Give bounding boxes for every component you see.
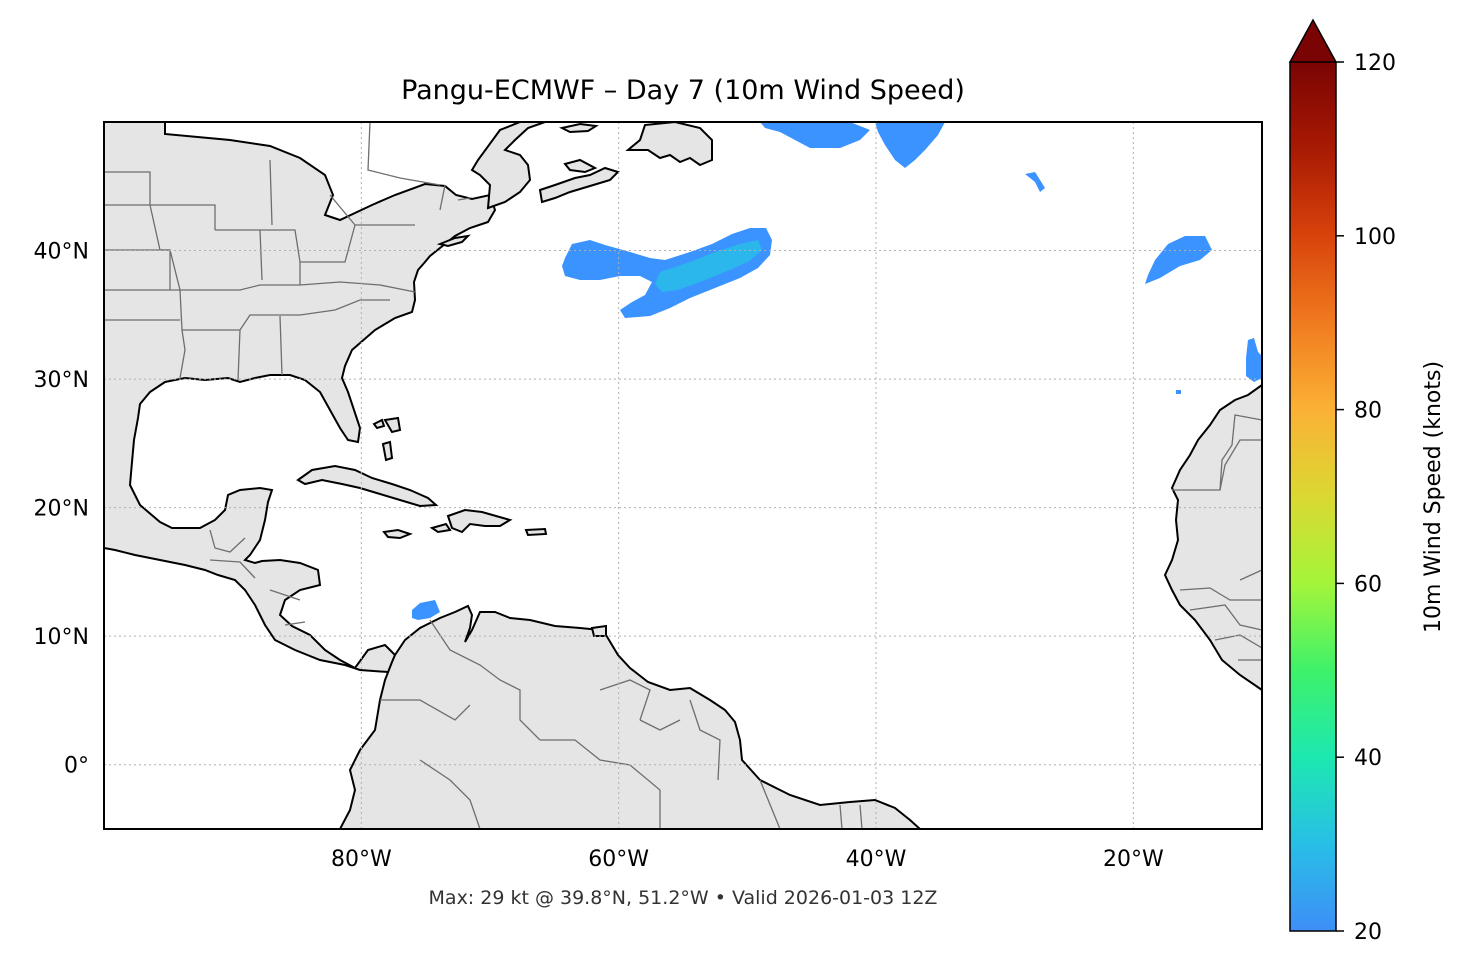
lon-tick-label: 60°W <box>588 847 649 872</box>
colorbar-ticks: 20 40 60 80 100 120 <box>1336 51 1396 945</box>
lat-tick-label: 20°N <box>34 497 89 522</box>
colorbar-extend-arrow <box>1288 18 1338 63</box>
lat-tick-label: 30°N <box>34 368 89 393</box>
lon-tick-label: 20°W <box>1103 847 1164 872</box>
colorbar-tick-label: 100 <box>1354 225 1396 250</box>
lon-tick-label: 40°W <box>846 847 907 872</box>
land-africa <box>1163 383 1262 692</box>
wind-region-north-2 <box>875 122 945 168</box>
latitude-ticks: 40°N 30°N 20°N 10°N 0° <box>34 240 89 779</box>
land-pei <box>563 158 598 174</box>
land-cape-breton <box>538 166 620 204</box>
wind-region-east <box>1145 236 1212 284</box>
wind-region-caribbean <box>412 600 440 620</box>
land-south-america <box>338 604 922 829</box>
land-bahamas-3 <box>381 440 394 462</box>
map-frame <box>103 121 1263 830</box>
land-newfoundland <box>625 122 713 167</box>
longitude-ticks: 80°W 60°W 40°W 20°W <box>331 847 1164 872</box>
lat-tick-label: 10°N <box>34 625 89 650</box>
footer-max-info: Max: 29 kt @ 39.8°N, 51.2°W • Valid 2026… <box>429 887 938 909</box>
wind-region-north-1 <box>760 122 870 148</box>
chart-title: Pangu-ECMWF – Day 7 (10m Wind Speed) <box>401 75 965 106</box>
colorbar-tick-label: 40 <box>1354 746 1382 771</box>
colorbar: 20 40 60 80 100 120 10m Wind Speed (knots) <box>1288 18 1446 945</box>
colorbar-tick-label: 80 <box>1354 399 1382 424</box>
map-area <box>104 122 1262 829</box>
land-hispaniola <box>446 508 513 534</box>
land-cayman-isles <box>429 522 452 534</box>
colorbar-tick-label: 60 <box>1354 572 1382 597</box>
land-bahamas-1 <box>383 416 402 434</box>
land-anticosti <box>559 122 599 134</box>
wind-region-small-1 <box>1025 172 1045 192</box>
gridlines <box>104 122 1262 829</box>
land-bahamas-2 <box>372 418 386 430</box>
land-cuba <box>296 464 439 508</box>
land-long-island <box>436 234 471 248</box>
colorbar-tick-label: 20 <box>1354 920 1382 945</box>
land-trinidad <box>590 624 607 637</box>
land-nova-scotia <box>470 122 546 210</box>
lat-tick-label: 0° <box>64 754 89 779</box>
lat-tick-label: 40°N <box>34 240 89 265</box>
colorbar-frame <box>1289 62 1337 932</box>
wind-region-east-coast <box>1246 338 1262 382</box>
wind-region-core <box>655 240 762 292</box>
colorbar-label: 10m Wind Speed (knots) <box>1421 361 1446 633</box>
colorbar-tick-label: 120 <box>1354 51 1396 76</box>
political-borders <box>104 122 1262 829</box>
wind-region-small-2 <box>1176 390 1181 394</box>
colorbar-gradient <box>1290 62 1336 931</box>
land-jamaica <box>382 528 413 540</box>
lon-tick-label: 80°W <box>331 847 392 872</box>
land-puerto-rico <box>524 527 548 537</box>
